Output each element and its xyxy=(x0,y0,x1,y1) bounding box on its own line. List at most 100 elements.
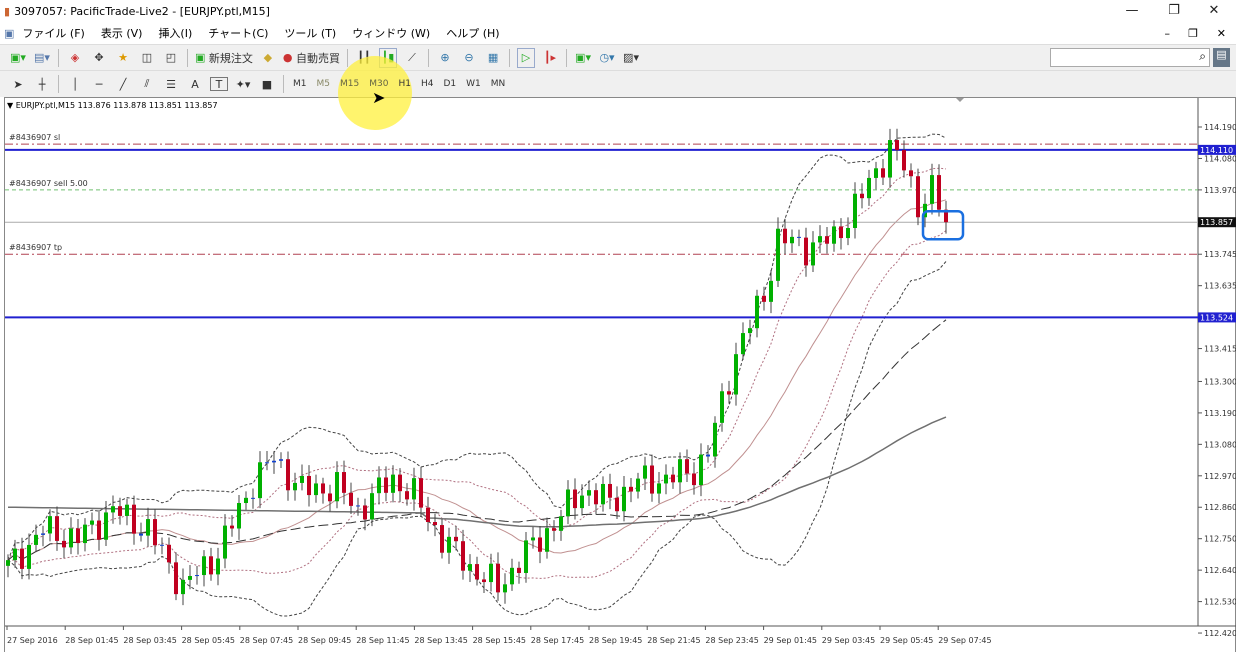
restore-button[interactable]: ❐ xyxy=(1168,3,1180,18)
indicators-icon[interactable]: ▣▾ xyxy=(575,51,591,64)
profiles-icon[interactable]: ▤▾ xyxy=(34,51,50,64)
timeframe-h4[interactable]: H4 xyxy=(420,79,434,89)
candle-body xyxy=(860,193,864,199)
chart-header: ▼ EURJPY.ptl,M15 113.876 113.878 113.851… xyxy=(7,101,218,110)
metaeditor-icon[interactable]: ◆ xyxy=(263,51,273,64)
timeframe-h1[interactable]: H1 xyxy=(398,79,411,89)
candle-body xyxy=(930,175,934,204)
timeframe-m5[interactable]: M5 xyxy=(316,79,331,89)
candle-body xyxy=(475,564,479,580)
title-bar: ▮ 3097057: PacificTrade-Live2 - [EURJPY.… xyxy=(0,0,1236,22)
menu-window[interactable]: ウィンドウ (W) xyxy=(352,27,431,40)
candle-body xyxy=(797,236,801,238)
candle-body xyxy=(328,493,332,502)
moving-average-20 xyxy=(7,199,947,561)
equidistant-channel-icon[interactable]: ⫽ xyxy=(144,77,150,90)
new-chart-icon[interactable]: ▣▾ xyxy=(10,51,26,64)
market-watch-icon[interactable]: ◈ xyxy=(70,51,80,64)
candlestick-icon[interactable]: ┃▮ xyxy=(379,47,398,68)
crosshair-icon[interactable]: ✥ xyxy=(94,51,104,64)
bollinger-band xyxy=(7,167,947,561)
candle-body xyxy=(678,459,682,483)
crosshair-tool-icon[interactable]: ┼ xyxy=(38,77,46,91)
price-label: 112.420 xyxy=(1204,629,1236,638)
window-title: 3097057: PacificTrade-Live2 - [EURJPY.pt… xyxy=(14,4,270,18)
candle-body xyxy=(566,489,570,517)
candle-body xyxy=(902,150,906,171)
rectangle-icon[interactable]: ■ xyxy=(261,77,273,91)
line-chart-icon[interactable]: ⟋ xyxy=(408,50,416,64)
candle-body xyxy=(321,483,325,494)
fibonacci-icon[interactable]: ☰ xyxy=(166,77,176,91)
candle-body xyxy=(489,563,493,583)
menu-file[interactable]: ファイル (F) xyxy=(22,27,85,40)
candle-body xyxy=(643,465,647,479)
zoom-in-icon[interactable]: ⊕ xyxy=(440,51,450,64)
menu-tools[interactable]: ツール (T) xyxy=(284,27,337,40)
menu-insert[interactable]: 挿入(I) xyxy=(158,27,193,40)
menu-view[interactable]: 表示 (V) xyxy=(100,27,143,40)
chart-shift-icon[interactable]: ┃▸ xyxy=(543,51,557,64)
periods-icon[interactable]: ◷▾ xyxy=(599,51,615,64)
bar-chart-icon[interactable]: ┃┃ xyxy=(357,51,371,64)
candle-body xyxy=(90,520,94,525)
search-input[interactable] xyxy=(1050,48,1210,67)
candle-body xyxy=(195,575,199,577)
autoscroll-icon[interactable]: ▷ xyxy=(517,47,536,68)
candle-body xyxy=(188,576,192,580)
candle-body xyxy=(307,475,311,496)
timeframe-mn[interactable]: MN xyxy=(490,79,506,89)
candle-body xyxy=(335,472,339,502)
candle-body xyxy=(825,236,829,244)
chart-window[interactable]: 114.190 114.080 113.970 113.745 113.635 113.4… xyxy=(4,97,1236,652)
timeframe-m15[interactable]: M15 xyxy=(340,79,360,89)
price-label: 113.415 xyxy=(1204,345,1236,354)
close-button[interactable]: ✕ xyxy=(1208,3,1220,18)
time-label: 29 Sep 03:45 xyxy=(822,636,875,645)
zoom-out-icon[interactable]: ⊖ xyxy=(464,51,474,64)
cursor-icon[interactable]: ➤ xyxy=(13,77,23,91)
time-label: 28 Sep 05:45 xyxy=(182,636,235,645)
candle-body xyxy=(601,483,605,505)
timeframe-m30[interactable]: M30 xyxy=(369,79,389,89)
candle-body xyxy=(34,534,38,545)
price-label: 114.190 xyxy=(1204,123,1236,132)
menu-chart[interactable]: チャート(C) xyxy=(208,27,269,40)
tile-windows-icon[interactable]: ▦ xyxy=(487,51,499,64)
timeframe-w1[interactable]: W1 xyxy=(466,79,481,89)
mdi-close-button[interactable]: ✕ xyxy=(1216,26,1226,40)
price-label: 114.080 xyxy=(1204,154,1236,163)
mdi-minimize-button[interactable]: – xyxy=(1164,26,1171,40)
candle-body xyxy=(251,497,255,499)
timeframe-d1[interactable]: D1 xyxy=(443,79,457,89)
text-tool[interactable]: A xyxy=(191,77,199,91)
terminal-icon[interactable]: ◫ xyxy=(141,51,153,64)
trendline-icon[interactable]: ╱ xyxy=(119,77,127,91)
templates-icon[interactable]: ▨▾ xyxy=(623,51,639,64)
price-chart[interactable]: 114.190 114.080 113.970 113.745 113.635 113.4… xyxy=(5,98,1236,653)
new-order-button[interactable]: ▣ 新規注文 xyxy=(195,48,253,68)
timeframe-m1[interactable]: M1 xyxy=(293,79,307,89)
candle-body xyxy=(468,564,472,571)
price-tag xyxy=(1198,144,1236,155)
search-options-icon[interactable]: ▤ xyxy=(1213,48,1230,67)
moving-average-100 xyxy=(7,416,947,528)
candle-body xyxy=(419,478,423,508)
search-icon[interactable]: ⌕ xyxy=(1199,49,1206,63)
vertical-line-icon[interactable]: │ xyxy=(71,77,79,91)
arrows-icon[interactable]: ✦▾ xyxy=(235,77,251,91)
navigator-icon[interactable]: ★ xyxy=(118,51,128,64)
text-label-tool[interactable]: T xyxy=(210,77,228,91)
tester-icon[interactable]: ◰ xyxy=(165,51,177,64)
menu-help[interactable]: ヘルプ (H) xyxy=(446,27,500,40)
candle-body xyxy=(272,460,276,463)
horizontal-line-icon[interactable]: ─ xyxy=(95,77,103,91)
candle-body xyxy=(748,328,752,334)
mdi-restore-button[interactable]: ❐ xyxy=(1188,26,1198,40)
auto-trade-button[interactable]: ● 自動売買 xyxy=(283,48,340,68)
price-label: 113.190 xyxy=(1204,409,1236,418)
standard-toolbar: ▣▾ ▤▾ ◈ ✥ ★ ◫ ◰ ▣ 新規注文 ◆ ● 自動売買 ┃┃ ┃▮ ⟋ … xyxy=(0,44,1236,70)
candle-body xyxy=(629,486,633,492)
minimize-button[interactable]: — xyxy=(1125,3,1139,18)
candle-body xyxy=(622,486,626,512)
